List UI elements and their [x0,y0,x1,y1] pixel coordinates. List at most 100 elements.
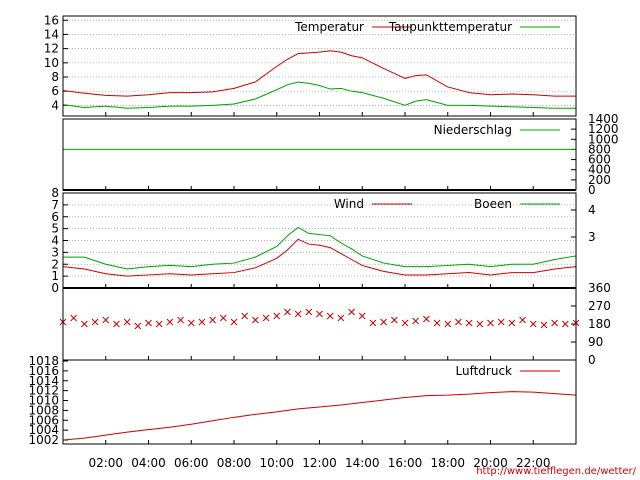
wind-direction-point [433,319,441,327]
x-axis: 02:00 04:00 06:00 08:00 10:00 12:00 14:00 16:00… [88,112,551,470]
x-tick-label: 02:00 [88,456,123,470]
series-line-luftdruck [62,391,577,441]
series-line-taupunkttemperatur [62,81,576,109]
wind-direction-point [540,321,548,329]
y-tick-label: 2 [51,257,59,271]
y-tick-label: 7 [51,198,59,212]
wind-direction-point [423,315,430,323]
wind-direction-point [465,319,473,327]
wind-direction-point [348,308,355,316]
wind-direction-point [508,319,516,327]
wind-direction-point [177,316,184,324]
wind-direction-point [380,318,387,326]
y-tick-label: 4 [51,98,59,112]
y-tick-label-right: 400 [588,163,611,177]
wind-direction-point [316,310,323,318]
wind-direction-point [444,320,452,328]
y-tick-label: 1004 [28,423,59,437]
y-tick-label-right: 1000 [588,132,619,146]
wind-direction-point [294,310,302,318]
wind-direction-point [487,319,494,327]
wind-direction-point [326,312,334,320]
wind-direction-point [497,318,505,326]
wind-direction-point [561,320,569,328]
x-tick-label: 12:00 [302,456,337,470]
y-tick-label: 10 [44,56,59,70]
legend-label: Luftdruck [455,364,512,378]
y-tick-label: 16 [44,13,59,27]
legend-label: Taupunkttemperatur [388,20,512,34]
y-tick-label-right: 90 [588,335,603,349]
y-tick-label-right: 0 [588,353,596,367]
y-tick-label: 1 [51,269,59,283]
y-tick-label: 1008 [28,403,59,417]
wind-direction-point [70,314,78,322]
y-tick-label: 1014 [28,374,59,388]
wind-direction-point [91,318,99,326]
legend-label: Boeen [474,197,512,211]
wind-direction-point [134,322,142,330]
y-tick-label-right: 1400 [588,112,619,126]
legend-label: Temperatur [294,20,364,34]
wind-direction-point [252,316,259,324]
x-tick-label: 18:00 [430,456,465,470]
wind-direction-point [166,318,174,326]
y-tick-label: 1018 [28,354,59,368]
y-tick-label: 4 [51,234,59,248]
wind-direction-point [241,312,249,320]
wind-direction-point [401,319,409,327]
y-tick-label-right: 1200 [588,122,619,136]
wind-direction-point [284,308,291,316]
wind-direction-point [551,319,558,327]
source-url: http://www.tiefflegen.de/wetter/ [476,466,636,477]
wind-direction-point [209,316,216,324]
legend-label: Wind [334,197,364,211]
wind-direction-point [369,319,377,327]
y-tick-label: 1012 [28,384,59,398]
wind-direction-point [198,318,206,326]
x-tick-label: 20:00 [473,456,508,470]
x-tick-label: 14:00 [345,456,380,470]
y-tick-label-right: 360 [588,281,611,295]
wind-direction-point [262,314,270,322]
wind-direction-point [145,319,152,327]
wind-direction-point [358,312,366,320]
y-tick-label-right: 800 [588,142,611,156]
y-tick-label: 5 [51,222,59,236]
wind-direction-point [305,308,313,316]
y-tick-label: 14 [44,27,59,41]
wind-direction-point [455,318,462,326]
series-line-temperatur [62,50,576,97]
wind-direction-point [187,319,195,327]
y-tick-label-right: 3 [588,230,596,244]
wind-direction-point [529,320,537,328]
y-tick-label-right: 0 [588,183,596,197]
wind-direction-point [230,318,238,326]
x-tick-label: 16:00 [388,456,423,470]
y-tick-label: 8 [51,186,59,200]
x-tick-label: 04:00 [131,456,166,470]
y-tick-label: 6 [51,84,59,98]
wind-direction-point [81,320,88,328]
y-tick-label: 0 [51,281,59,295]
wind-direction-point [519,316,526,324]
x-tick-label: 08:00 [217,456,252,470]
y-tick-label-right: 180 [588,317,611,331]
y-tick-label: 1010 [28,394,59,408]
y-tick-label: 1006 [28,413,59,427]
y-tick-label: 8 [51,70,59,84]
series-line-boeen [63,226,577,270]
y-tick-label-right: 4 [588,203,596,217]
y-tick-label: 1002 [28,433,59,447]
wind-direction-point [412,317,420,325]
wind-direction-point [155,320,163,328]
legend-label: Niederschlag [434,123,512,137]
x-tick-label: 06:00 [174,456,209,470]
wind-direction-point [337,314,345,322]
x-tick-label: 10:00 [259,456,294,470]
